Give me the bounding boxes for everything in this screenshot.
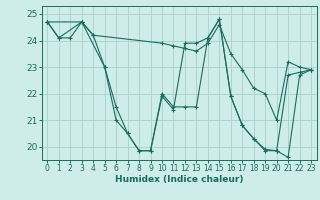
X-axis label: Humidex (Indice chaleur): Humidex (Indice chaleur) <box>115 175 244 184</box>
